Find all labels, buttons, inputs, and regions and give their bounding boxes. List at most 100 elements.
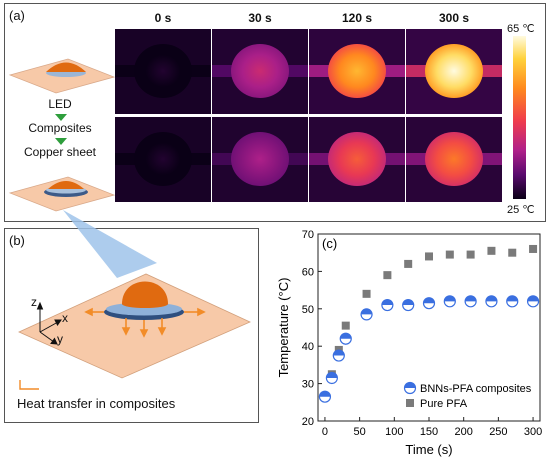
led-on-sheet-icon <box>8 58 116 94</box>
thermal-hotspot <box>134 44 192 98</box>
green-arrow-2 <box>55 138 67 145</box>
y-tick-label: 60 <box>302 266 314 278</box>
marker-fill <box>340 333 352 339</box>
thermal-hotspot <box>328 132 386 186</box>
data-point <box>425 252 433 261</box>
data-point <box>402 298 415 312</box>
data-point <box>464 295 477 308</box>
data-point <box>508 248 517 257</box>
time-label-120: 120 s <box>341 11 373 25</box>
marker-fill <box>465 295 477 302</box>
y-tick-label: 50 <box>302 304 314 316</box>
temperature-chart: 0 50 100 150 200 250 300 20 30 40 50 60 70 Time (s) Te… <box>276 229 542 457</box>
thermal-top-120s <box>309 29 405 114</box>
thermal-bottom-30s <box>212 117 308 202</box>
thermal-bottom-120s <box>309 117 405 202</box>
data-point <box>325 371 338 385</box>
thermal-hotspot <box>231 44 289 98</box>
heat-legend-arrow-icon <box>19 380 39 390</box>
axis-z-label: z <box>31 295 37 309</box>
thermal-bottom-0s <box>115 117 211 202</box>
data-point <box>318 390 332 403</box>
step-copper-sheet: Copper sheet <box>23 145 97 159</box>
marker-fill <box>381 299 393 306</box>
zoom-callout-shape <box>63 210 157 278</box>
x-axis-label: Time (s) <box>405 442 452 457</box>
axis-x-label: x <box>62 311 68 325</box>
panel-c-label: (c) <box>322 236 337 251</box>
y-axis-label: Temperature (°C) <box>276 278 291 378</box>
marker-fill <box>326 372 338 378</box>
marker-square <box>487 246 496 255</box>
data-point <box>485 295 498 308</box>
x-tick-label: 100 <box>385 426 403 438</box>
panel-b-label: (b) <box>9 233 25 248</box>
data-point <box>381 298 394 312</box>
marker-fill <box>527 295 539 302</box>
x-tick-label: 50 <box>354 426 366 438</box>
panel-b-frame <box>4 228 259 423</box>
marker-square <box>404 259 413 268</box>
series-square <box>320 244 538 401</box>
x-tick-label: 250 <box>489 426 507 438</box>
x-tick-label: 150 <box>420 426 438 438</box>
heat-transfer-schematic <box>18 273 251 379</box>
time-label-300: 300 s <box>438 11 470 25</box>
data-point <box>332 349 345 362</box>
marker-fill <box>423 297 435 304</box>
step-composites: Composites <box>28 121 92 135</box>
marker-fill <box>485 295 497 302</box>
marker-square <box>406 399 414 407</box>
marker-fill <box>506 295 518 302</box>
data-point <box>404 259 413 268</box>
marker-fill <box>333 350 345 356</box>
marker-square <box>425 252 433 261</box>
data-point <box>339 332 352 345</box>
time-label-0: 0 s <box>154 11 172 25</box>
data-point <box>529 244 538 253</box>
data-point <box>487 246 496 255</box>
y-tick-label: 30 <box>302 379 314 391</box>
marker-square <box>508 248 517 257</box>
y-tick-label: 70 <box>302 229 314 241</box>
panel-a-label: (a) <box>9 8 25 23</box>
x-tick-label: 300 <box>524 426 542 438</box>
thermal-bottom-300s <box>406 117 502 202</box>
y-tick-label: 20 <box>302 416 314 428</box>
colorbar <box>513 36 526 199</box>
legend-label: BNNs-PFA composites <box>420 383 532 395</box>
thermal-hotspot <box>134 132 192 186</box>
marker-square <box>466 250 475 259</box>
thermal-top-300s <box>406 29 502 114</box>
thermal-top-0s <box>115 29 211 114</box>
panel-a-frame <box>4 3 546 222</box>
thermal-hotspot <box>328 44 386 98</box>
data-point <box>526 295 540 308</box>
marker-square <box>341 321 350 330</box>
marker-fill <box>319 391 331 397</box>
marker-fill <box>404 382 416 388</box>
y-tick-label: 40 <box>302 341 314 353</box>
data-point <box>443 295 456 308</box>
x-tick-label: 200 <box>455 426 473 438</box>
marker-square <box>529 244 538 253</box>
marker-fill <box>444 295 456 302</box>
heat-legend-text: Heat transfer in composites <box>17 396 176 411</box>
composite-on-sheet-icon <box>8 176 116 212</box>
data-point <box>506 295 519 308</box>
axis-y-label: y <box>57 332 63 346</box>
thermal-hotspot <box>425 132 483 186</box>
thermal-grid <box>115 29 503 217</box>
step-led: LED <box>48 97 72 111</box>
green-arrow-1 <box>55 114 67 121</box>
legend-entry: Pure PFA <box>406 398 468 410</box>
marker-square <box>445 250 454 259</box>
thermal-hotspot <box>231 132 289 186</box>
colorbar-min-label: 25 ℃ <box>507 204 535 216</box>
legend-entry: BNNs-PFA composites <box>403 381 532 395</box>
series-half-circle <box>318 295 540 403</box>
x-tick-label: 0 <box>322 426 328 438</box>
data-point <box>422 297 436 310</box>
data-point <box>362 289 371 298</box>
marker-fill <box>402 299 414 306</box>
